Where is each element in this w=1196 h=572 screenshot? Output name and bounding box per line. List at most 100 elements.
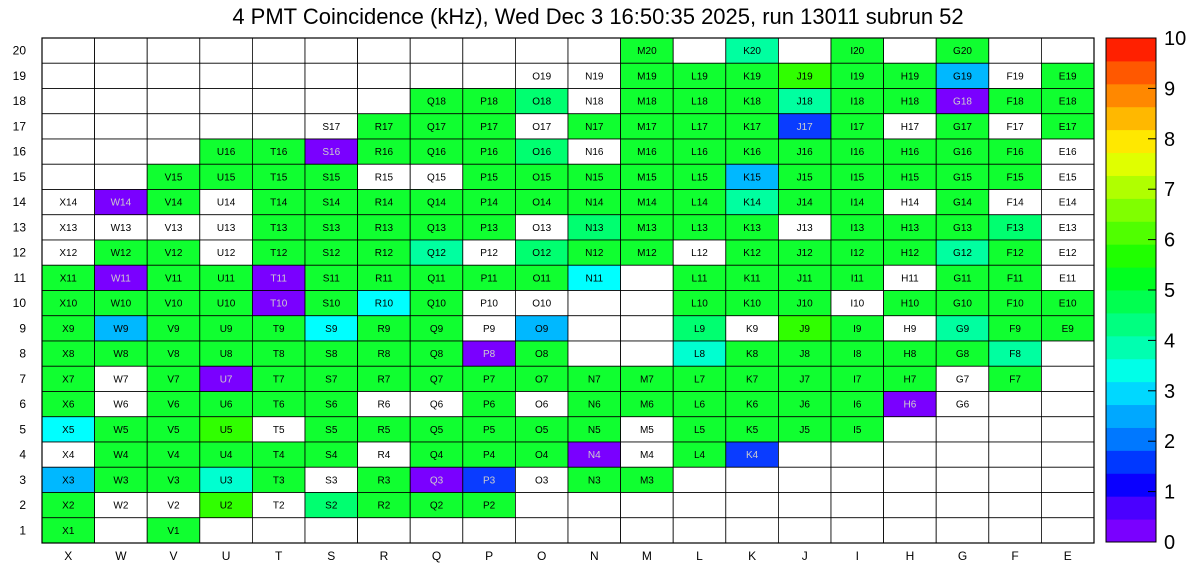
cell-label: M6 — [640, 400, 654, 411]
cell-label: G18 — [953, 97, 972, 108]
cell-label: M4 — [640, 450, 654, 461]
heatmap-cell — [567, 138, 621, 165]
heatmap-cell — [462, 441, 516, 468]
colorbar-segment — [1106, 496, 1156, 520]
cell-label: L18 — [691, 97, 708, 108]
heatmap-cell — [409, 517, 464, 544]
cell-label: Q12 — [427, 248, 446, 259]
heatmap-cell — [409, 466, 464, 493]
cell-label: Q8 — [430, 349, 444, 360]
cell-label: X10 — [59, 299, 77, 310]
colorbar-segment — [1106, 38, 1156, 62]
x-tick-label: K — [748, 549, 756, 563]
x-tick-label: X — [64, 549, 72, 563]
heatmap-cell — [146, 492, 201, 519]
cell-label: X1 — [62, 526, 75, 537]
colorbar-tick-label: 0 — [1164, 532, 1175, 554]
cell-label: T3 — [273, 475, 285, 486]
heatmap-cell — [567, 264, 621, 291]
cell-label: X8 — [62, 349, 75, 360]
heatmap-cell — [146, 214, 201, 241]
heatmap-cell — [620, 441, 674, 468]
cell-label: J12 — [797, 248, 814, 259]
heatmap-cell — [935, 163, 990, 190]
cell-label: E14 — [1059, 198, 1077, 209]
cell-label: I12 — [850, 248, 864, 259]
x-tick-label: V — [169, 549, 177, 563]
colorbar-segment — [1106, 335, 1156, 360]
heatmap-cell — [567, 391, 621, 418]
y-tick-label: 15 — [13, 170, 27, 184]
heatmap-cell — [778, 340, 832, 367]
y-tick-label: 17 — [13, 119, 27, 133]
heatmap-cell — [515, 365, 569, 392]
cell-label: N3 — [588, 475, 601, 486]
heatmap-cell — [935, 239, 990, 266]
heatmap-cell — [146, 138, 201, 165]
x-tick-label: O — [537, 549, 546, 563]
heatmap-cell — [778, 113, 832, 140]
heatmap-cell — [462, 492, 516, 519]
heatmap-cell — [988, 239, 1042, 266]
heatmap-cell — [988, 37, 1042, 64]
cell-label: M7 — [640, 374, 654, 385]
cell-label: J10 — [797, 299, 814, 310]
heatmap-cell — [357, 62, 411, 89]
colorbar-segment — [1106, 312, 1156, 337]
heatmap-cell — [778, 37, 832, 64]
heatmap-cell — [830, 315, 884, 342]
heatmap-cell — [199, 37, 253, 64]
cell-label: V14 — [165, 198, 183, 209]
cell-label: V11 — [165, 273, 182, 284]
heatmap-cell — [778, 441, 832, 468]
cell-label: J13 — [797, 223, 814, 234]
cell-label: G16 — [953, 147, 972, 158]
y-tick-label: 12 — [13, 246, 27, 260]
cell-label: N13 — [585, 223, 604, 234]
heatmap-cell — [935, 391, 990, 418]
cell-label: L8 — [694, 349, 706, 360]
cell-label: J8 — [799, 349, 810, 360]
heatmap-cell — [778, 492, 832, 519]
cell-label: E19 — [1059, 71, 1077, 82]
heatmap-cell — [1041, 340, 1095, 367]
heatmap-cell — [778, 62, 832, 89]
heatmap-cell — [94, 37, 148, 64]
heatmap-cell — [304, 517, 358, 544]
cell-label: J6 — [799, 400, 810, 411]
cell-label: Q13 — [427, 223, 446, 234]
heatmap-cell — [41, 315, 95, 342]
cell-label: I8 — [853, 349, 862, 360]
cell-label: S2 — [325, 501, 338, 512]
heatmap-cell — [41, 441, 95, 468]
heatmap-cell — [830, 214, 884, 241]
cell-label: U11 — [217, 273, 235, 284]
cell-label: Q5 — [430, 425, 444, 436]
cell-label: W9 — [113, 324, 128, 335]
heatmap-cell — [830, 466, 884, 493]
heatmap-cell — [94, 189, 148, 216]
cell-label: H7 — [904, 374, 917, 385]
heatmap-cell — [778, 290, 832, 317]
cell-label: M18 — [637, 97, 657, 108]
cell-label: V10 — [165, 299, 183, 310]
plot-frame — [41, 37, 1095, 544]
heatmap-cell — [620, 492, 674, 519]
cell-label: I11 — [851, 273, 865, 284]
cell-label: S7 — [325, 374, 338, 385]
heatmap-cell — [515, 163, 569, 190]
cell-label: L11 — [692, 273, 708, 284]
heatmap-cell — [830, 138, 884, 165]
cell-label: F18 — [1006, 97, 1024, 108]
cell-label: V2 — [167, 501, 180, 512]
cell-label: K18 — [743, 97, 761, 108]
heatmap-cell — [725, 517, 779, 544]
cell-label: M16 — [637, 147, 657, 158]
heatmap-cell — [935, 466, 990, 493]
cell-label: P6 — [483, 400, 496, 411]
heatmap-cell — [778, 138, 832, 165]
cell-label: I6 — [853, 400, 862, 411]
heatmap-cell — [1041, 492, 1095, 519]
cell-label: G12 — [953, 248, 972, 259]
cell-label: O5 — [535, 425, 549, 436]
